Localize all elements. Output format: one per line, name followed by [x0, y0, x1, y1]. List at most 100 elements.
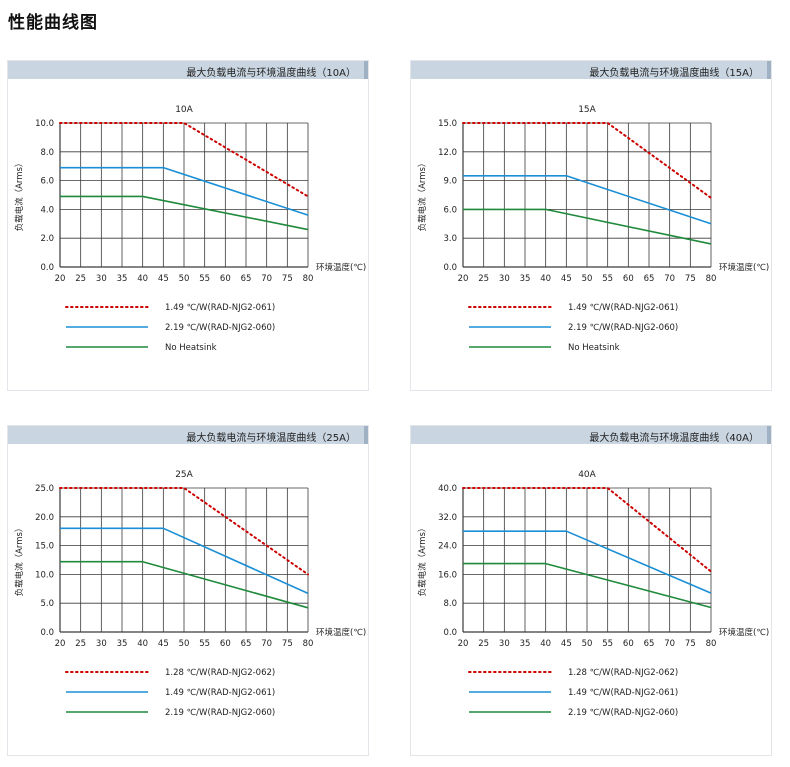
series-line	[463, 530, 712, 594]
x-tick-label: 45	[158, 639, 169, 649]
legend-label: 2.19 ℃/W(RAD-NJG2-060)	[568, 708, 678, 718]
chart-10a: 10A 20 25 30 35 40 45 50 55 60 65 70 75 80 0.0 2.0 4.0 6.…	[14, 105, 366, 353]
x-tick-label: 55	[199, 274, 210, 284]
y-tick-label: 10.0	[35, 570, 54, 580]
series-line	[462, 122, 712, 199]
y-tick-label: 10.0	[35, 119, 54, 129]
series-line	[462, 487, 712, 573]
x-tick-label: 65	[241, 274, 252, 284]
y-tick-label: 12.0	[438, 148, 457, 158]
chart-panel-15a: 最大负载电流与环境温度曲线（15A） 15A 20 25 30 35 40 45 50 55 60…	[410, 60, 772, 391]
x-tick-label: 45	[158, 274, 169, 284]
x-tick-label: 25	[75, 274, 86, 284]
chart-panel-40a: 最大负载电流与环境温度曲线（40A） 40A 20 25 30 35 40 45 50 55 60…	[410, 425, 772, 756]
x-tick-label: 70	[664, 639, 675, 649]
x-tick-label: 30	[96, 274, 107, 284]
chart-15a: 15A 20 25 30 35 40 45 50 55 60 65 70 75 80 0.0 3.0 6.0 9.…	[417, 105, 769, 353]
y-tick-label: 0.0	[443, 263, 457, 273]
x-tick-label: 20	[55, 639, 66, 649]
x-tick-label: 60	[220, 274, 231, 284]
x-tick-label: 70	[664, 274, 675, 284]
series-line	[463, 175, 712, 225]
chart-title: 15A	[578, 105, 596, 115]
y-tick-label: 8.0	[443, 599, 457, 609]
y-tick-label: 0.0	[40, 263, 54, 273]
chart-panel-25a: 最大负载电流与环境温度曲线（25A） 25A 20 25 30 35 40 45 50 55 60…	[7, 425, 369, 756]
x-tick-label: 65	[644, 639, 655, 649]
chart-title: 40A	[578, 470, 596, 480]
panel-header: 最大负载电流与环境温度曲线（15A）	[411, 61, 771, 79]
x-tick-label: 55	[199, 639, 210, 649]
x-tick-label: 60	[623, 639, 634, 649]
panel-header: 最大负载电流与环境温度曲线（25A）	[8, 426, 368, 444]
y-axis-label: 负载电流（Arms）	[417, 159, 428, 232]
x-tick-label: 80	[706, 639, 717, 649]
x-tick-label: 80	[303, 274, 314, 284]
y-tick-label: 5.0	[40, 599, 54, 609]
series-line	[463, 562, 712, 609]
series-line	[59, 487, 309, 576]
y-tick-label: 15.0	[438, 119, 457, 129]
x-axis-label: 环境温度(℃)	[719, 262, 769, 273]
legend-label: 1.49 ℃/W(RAD-NJG2-061)	[568, 303, 678, 313]
panel-header-tab	[767, 426, 771, 444]
x-tick-label: 70	[261, 639, 272, 649]
y-tick-label: 2.0	[40, 234, 54, 244]
panel-header: 最大负载电流与环境温度曲线（10A）	[8, 61, 368, 79]
legend-label: 1.28 ℃/W(RAD-NJG2-062)	[568, 668, 678, 678]
y-tick-label: 24.0	[438, 542, 457, 552]
x-axis-label: 环境温度(℃)	[316, 262, 366, 273]
panel-header: 最大负载电流与环境温度曲线（40A）	[411, 426, 771, 444]
y-axis-label: 负载电流（Arms）	[417, 524, 428, 597]
y-tick-label: 20.0	[35, 513, 54, 523]
x-tick-label: 40	[540, 639, 551, 649]
legend-label: 1.49 ℃/W(RAD-NJG2-061)	[165, 688, 275, 698]
x-tick-label: 25	[478, 639, 489, 649]
x-tick-label: 65	[241, 639, 252, 649]
x-tick-label: 40	[137, 639, 148, 649]
page-title: 性能曲线图	[8, 13, 98, 33]
legend-label: No Heatsink	[568, 343, 620, 353]
series-line	[60, 560, 309, 609]
x-tick-label: 80	[706, 274, 717, 284]
series-line	[60, 166, 309, 216]
panel-header-title: 最大负载电流与环境温度曲线（25A）	[186, 433, 356, 444]
y-tick-label: 15.0	[35, 542, 54, 552]
x-tick-label: 55	[602, 639, 613, 649]
chart-title: 10A	[175, 105, 193, 115]
panel-header-tab	[364, 426, 368, 444]
panel-header-title: 最大负载电流与环境温度曲线（40A）	[589, 433, 759, 444]
x-tick-label: 35	[520, 274, 531, 284]
x-tick-label: 65	[644, 274, 655, 284]
x-tick-label: 75	[282, 639, 293, 649]
legend-label: 1.49 ℃/W(RAD-NJG2-061)	[568, 688, 678, 698]
legend-label: 2.19 ℃/W(RAD-NJG2-060)	[568, 323, 678, 333]
x-tick-label: 75	[685, 639, 696, 649]
legend-label: 2.19 ℃/W(RAD-NJG2-060)	[165, 708, 275, 718]
x-tick-label: 80	[303, 639, 314, 649]
x-tick-label: 25	[75, 639, 86, 649]
legend-label: No Heatsink	[165, 343, 217, 353]
series-line	[60, 195, 309, 231]
x-tick-label: 45	[561, 274, 572, 284]
panel-header-tab	[364, 61, 368, 79]
x-tick-label: 35	[520, 639, 531, 649]
series-line	[59, 122, 309, 198]
x-tick-label: 50	[582, 274, 593, 284]
chart-25a: 25A 20 25 30 35 40 45 50 55 60 65 70 75 80 0.0 5.0 10.0 1…	[14, 470, 366, 718]
series-line	[463, 208, 712, 245]
x-tick-label: 60	[220, 639, 231, 649]
x-tick-label: 45	[561, 639, 572, 649]
y-tick-label: 32.0	[438, 513, 457, 523]
x-tick-label: 50	[179, 639, 190, 649]
y-tick-label: 4.0	[40, 205, 54, 215]
y-tick-label: 25.0	[35, 484, 54, 494]
x-tick-label: 50	[179, 274, 190, 284]
x-tick-label: 35	[117, 274, 128, 284]
panel-header-title: 最大负载电流与环境温度曲线（10A）	[186, 68, 356, 79]
y-axis-label: 负载电流（Arms）	[14, 524, 25, 597]
chart-panel-10a: 最大负载电流与环境温度曲线（10A） 10A 20 25 30 35 40 45 50 55 60…	[7, 60, 369, 391]
x-tick-label: 60	[623, 274, 634, 284]
y-tick-label: 16.0	[438, 570, 457, 580]
x-tick-label: 75	[685, 274, 696, 284]
